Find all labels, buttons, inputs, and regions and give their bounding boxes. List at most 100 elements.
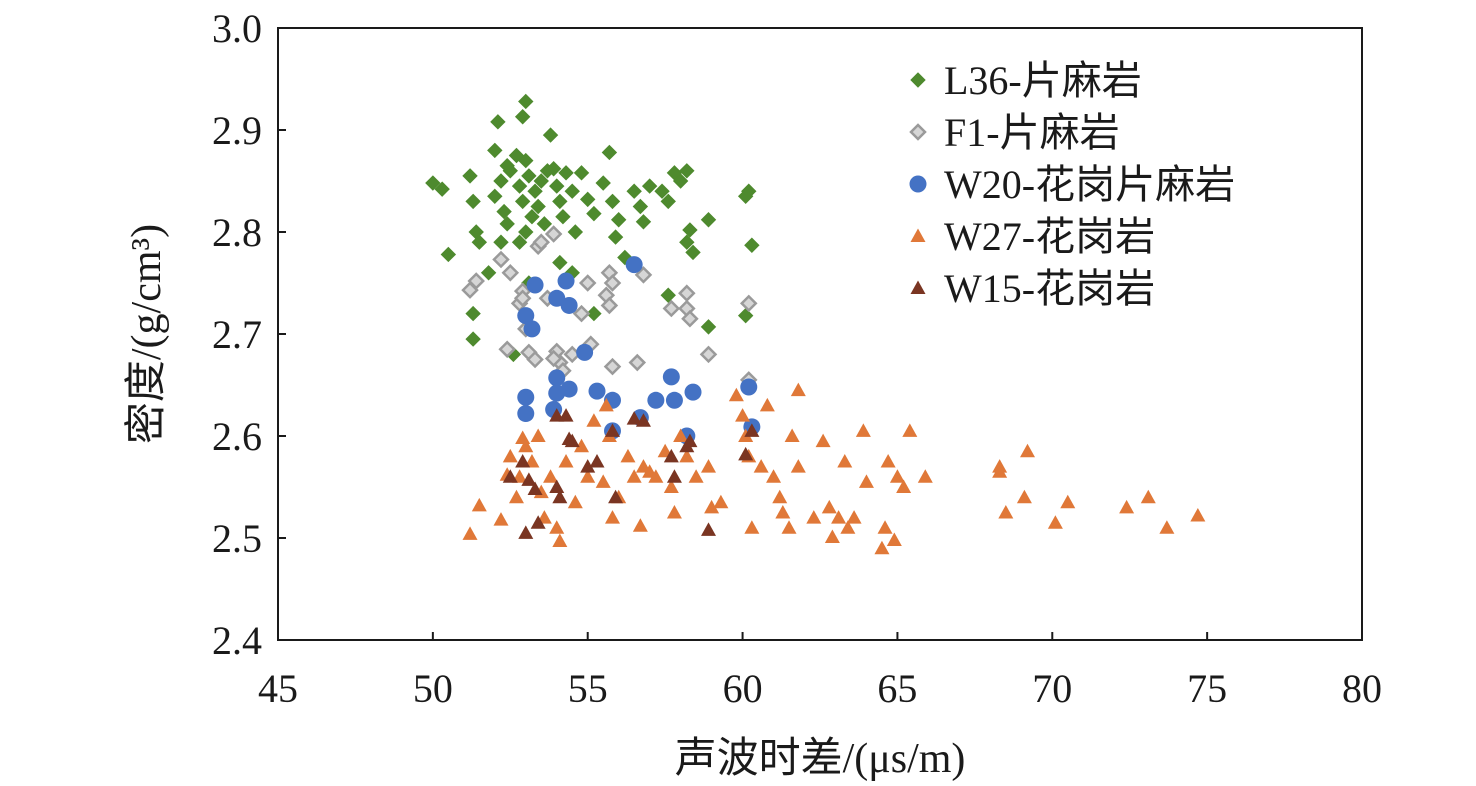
legend-marker	[910, 280, 926, 294]
data-point	[552, 489, 568, 504]
data-point	[465, 193, 481, 210]
data-point	[626, 183, 642, 199]
data-point	[753, 459, 769, 473]
data-point	[784, 428, 800, 442]
legend-marker	[910, 228, 926, 242]
data-point	[524, 208, 540, 225]
data-point	[552, 254, 568, 271]
data-point	[663, 479, 679, 493]
data-point	[480, 265, 497, 281]
y-tick-label: 2.4	[212, 618, 262, 663]
data-point	[536, 216, 553, 232]
data-point	[688, 469, 704, 483]
data-point	[620, 448, 636, 463]
data-point	[502, 448, 518, 463]
data-point	[728, 387, 744, 402]
data-point	[511, 234, 528, 250]
data-point	[552, 193, 568, 210]
data-point	[1020, 443, 1036, 458]
data-point	[998, 505, 1014, 519]
data-point	[518, 525, 534, 539]
data-point	[739, 294, 758, 313]
data-point	[685, 244, 701, 261]
data-point	[578, 274, 597, 292]
data-point	[607, 229, 624, 245]
data-point	[824, 529, 840, 543]
y-tick-label: 2.6	[212, 414, 262, 459]
data-point	[487, 142, 503, 159]
data-point	[499, 157, 515, 174]
data-point	[682, 222, 698, 238]
data-point	[586, 205, 602, 222]
data-point	[700, 212, 717, 228]
data-point	[544, 225, 563, 243]
data-point	[744, 237, 760, 253]
data-point	[1016, 489, 1032, 504]
data-point	[738, 446, 754, 461]
data-point	[526, 350, 544, 369]
data-point	[530, 198, 546, 215]
data-point	[501, 264, 520, 282]
data-point	[576, 343, 594, 361]
data-point	[626, 469, 642, 483]
data-point	[886, 532, 902, 547]
data-point	[1190, 508, 1206, 522]
data-point	[549, 479, 565, 493]
data-point	[517, 388, 535, 406]
legend-label: W15-花岗岩	[944, 266, 1155, 311]
data-point	[548, 369, 566, 387]
data-point	[766, 469, 782, 483]
data-point	[518, 152, 534, 169]
data-point	[603, 274, 622, 292]
data-point	[467, 272, 485, 290]
data-point	[595, 474, 611, 488]
data-point	[889, 469, 905, 483]
legend-marker	[909, 175, 927, 193]
data-point	[567, 224, 584, 240]
data-point	[917, 469, 933, 483]
data-point	[543, 469, 559, 483]
x-tick-label: 80	[1342, 666, 1382, 711]
data-point	[741, 183, 757, 199]
data-point	[558, 454, 574, 468]
data-point	[806, 510, 822, 524]
x-tick-label: 50	[413, 666, 453, 711]
data-point	[548, 289, 566, 307]
data-point	[527, 183, 543, 199]
data-point	[665, 391, 683, 409]
x-tick-label: 70	[1032, 666, 1072, 711]
data-point	[518, 438, 534, 453]
legend-label: F1-片麻岩	[944, 110, 1120, 155]
data-point	[526, 276, 544, 294]
data-point	[560, 296, 578, 314]
x-tick-label: 45	[258, 666, 298, 711]
data-point	[515, 454, 531, 468]
data-point	[496, 203, 512, 220]
data-point	[855, 423, 871, 437]
data-point	[560, 380, 578, 398]
data-point	[465, 331, 481, 347]
x-axis-title: 声波时差/(μs/m)	[675, 736, 966, 782]
data-point	[700, 319, 717, 335]
data-point	[679, 163, 695, 179]
y-tick-label: 2.8	[212, 210, 262, 255]
data-point	[600, 296, 619, 315]
x-tick-label: 75	[1187, 666, 1227, 711]
x-tick-label: 65	[877, 666, 917, 711]
data-point	[1119, 499, 1135, 514]
legend-marker	[910, 72, 926, 88]
data-points	[425, 93, 1206, 555]
data-point	[462, 526, 478, 540]
data-point	[462, 168, 478, 184]
data-point	[684, 383, 702, 401]
data-point	[647, 391, 665, 409]
data-point	[487, 188, 503, 205]
y-tick-label: 2.7	[212, 312, 262, 357]
data-point	[699, 345, 718, 364]
data-point	[626, 411, 642, 425]
data-point	[663, 448, 679, 463]
data-point	[425, 175, 441, 191]
data-point	[580, 469, 596, 483]
data-point	[572, 304, 591, 323]
